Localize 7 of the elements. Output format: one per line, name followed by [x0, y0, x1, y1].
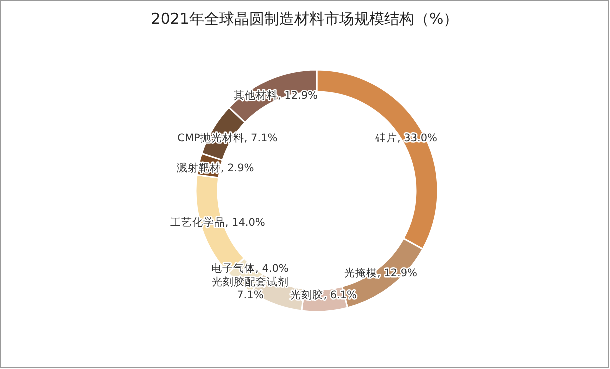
slice-label: 其他材料, 12.9%: [234, 88, 318, 102]
slice-label: 电子气体, 4.0%: [212, 262, 289, 276]
slice-label: 工艺化学品, 14.0%: [170, 216, 266, 230]
slice-label: 光刻胶, 6.1%: [290, 288, 358, 302]
chart-title: 2021年全球晶圆制造材料市场规模结构（%）: [151, 10, 459, 28]
data-label: 7.1%: [237, 290, 264, 302]
slice-label: 光刻胶配套试剂: [212, 276, 289, 289]
